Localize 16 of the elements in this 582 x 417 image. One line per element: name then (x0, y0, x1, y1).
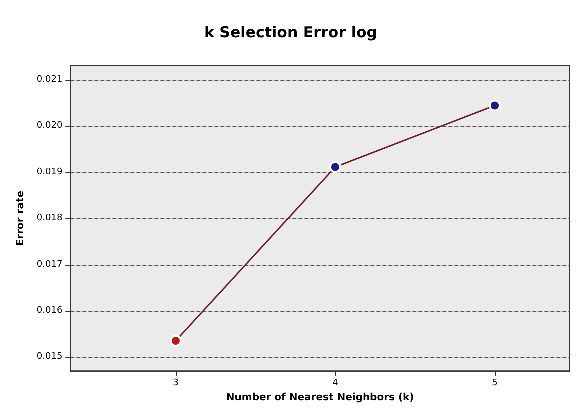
y-tick-label: 0.017 (36, 260, 63, 270)
y-tick-label: 0.018 (36, 214, 63, 224)
x-tick-label: 5 (492, 378, 498, 389)
y-tick-label: 0.021 (36, 74, 63, 85)
y-tick-label: 0.015 (36, 352, 63, 362)
point (489, 100, 502, 112)
point (330, 161, 342, 174)
y-tick-label: 0.016 (36, 306, 63, 316)
y-tick-label: 0.020 (36, 121, 63, 132)
x-tick-label: 4 (332, 378, 339, 389)
y-tick-label: 0.019 (36, 167, 63, 178)
y-axis-title: Error rate (16, 190, 26, 246)
x-axis-title: Number of Nearest Neighbors (k) (226, 392, 414, 404)
x-tick-label: 3 (173, 378, 179, 389)
point (170, 335, 182, 348)
chart-title: k Selection Error log (204, 24, 378, 42)
